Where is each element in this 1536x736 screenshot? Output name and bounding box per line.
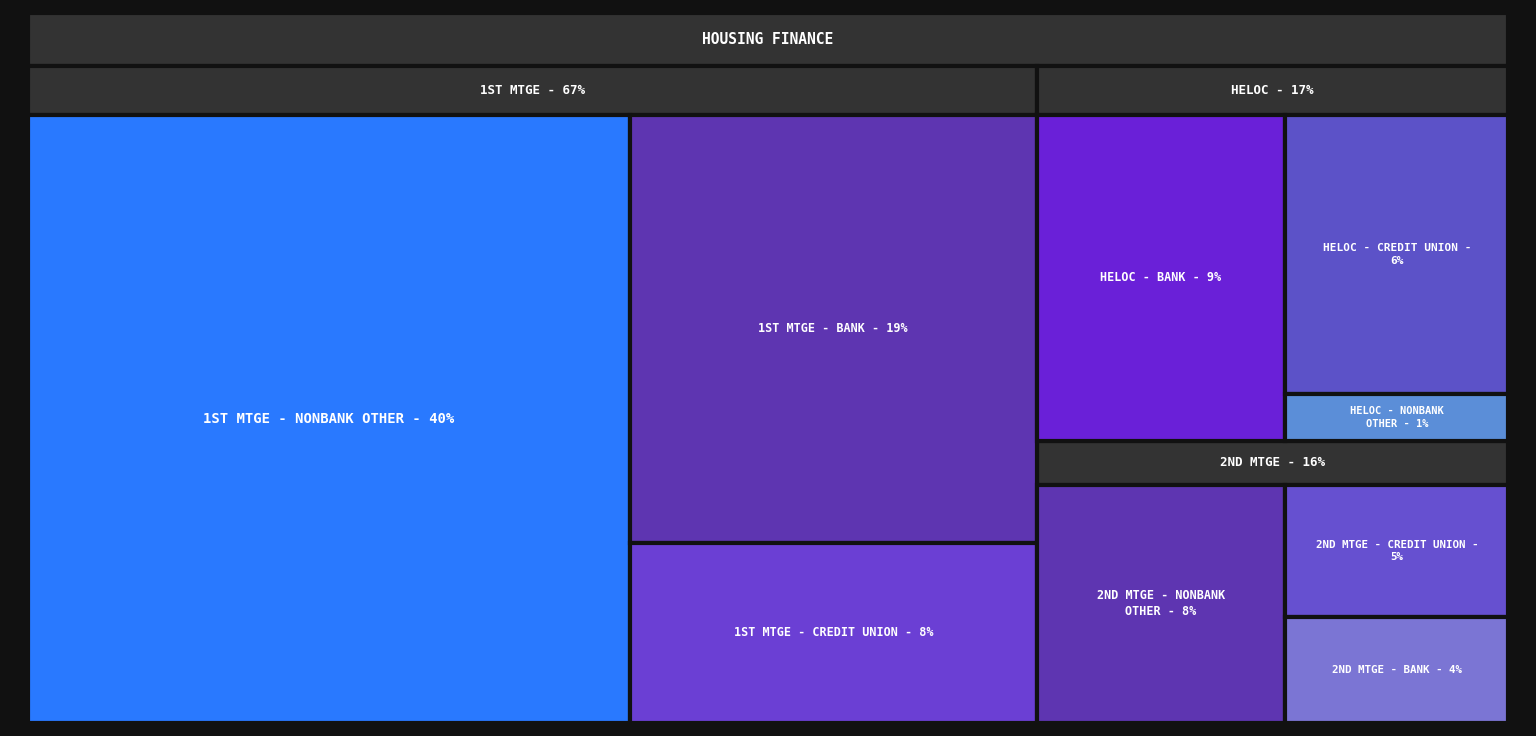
- Text: 1ST MTGE - BANK - 19%: 1ST MTGE - BANK - 19%: [759, 322, 908, 335]
- Text: HELOC - CREDIT UNION -
6%: HELOC - CREDIT UNION - 6%: [1322, 244, 1471, 266]
- Bar: [1286, 617, 1508, 723]
- Bar: [1037, 441, 1508, 485]
- Text: 1ST MTGE - NONBANK OTHER - 40%: 1ST MTGE - NONBANK OTHER - 40%: [203, 411, 455, 426]
- Bar: [1037, 66, 1508, 115]
- Bar: [28, 13, 1508, 66]
- Bar: [28, 66, 1037, 115]
- Bar: [630, 115, 1037, 542]
- Text: 2ND MTGE - BANK - 4%: 2ND MTGE - BANK - 4%: [1332, 665, 1462, 675]
- Bar: [1286, 115, 1508, 394]
- Bar: [28, 115, 630, 723]
- Text: 2ND MTGE - NONBANK
OTHER - 8%: 2ND MTGE - NONBANK OTHER - 8%: [1097, 590, 1226, 618]
- Bar: [1286, 485, 1508, 617]
- Bar: [1037, 115, 1286, 441]
- Text: HOUSING FINANCE: HOUSING FINANCE: [702, 32, 834, 47]
- Text: HELOC - 17%: HELOC - 17%: [1232, 84, 1313, 97]
- Bar: [1286, 394, 1508, 441]
- Text: 2ND MTGE - CREDIT UNION -
5%: 2ND MTGE - CREDIT UNION - 5%: [1315, 539, 1478, 562]
- Bar: [630, 542, 1037, 723]
- Text: HELOC - BANK - 9%: HELOC - BANK - 9%: [1100, 272, 1221, 284]
- Text: 1ST MTGE - 67%: 1ST MTGE - 67%: [479, 84, 585, 97]
- Text: 1ST MTGE - CREDIT UNION - 8%: 1ST MTGE - CREDIT UNION - 8%: [734, 626, 932, 639]
- Text: HELOC - NONBANK
OTHER - 1%: HELOC - NONBANK OTHER - 1%: [1350, 406, 1444, 428]
- Bar: [1037, 485, 1286, 723]
- Text: 2ND MTGE - 16%: 2ND MTGE - 16%: [1220, 456, 1326, 470]
